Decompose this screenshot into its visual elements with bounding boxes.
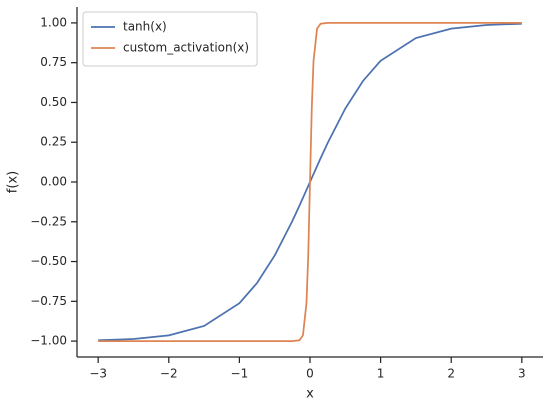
legend: tanh(x) custom_activation(x) <box>82 11 258 67</box>
x-tick-label: 1 <box>377 367 385 381</box>
y-tick-label: 1.00 <box>40 15 67 29</box>
y-tick-label: −1.00 <box>30 334 67 348</box>
y-tick-label: −0.75 <box>30 294 67 308</box>
y-tick-label: 0.75 <box>40 55 67 69</box>
x-tick-label: −2 <box>160 367 178 381</box>
x-tick-label: 0 <box>306 367 314 381</box>
legend-box <box>82 11 258 67</box>
y-tick-label: 0.00 <box>40 175 67 189</box>
legend-label: tanh(x) <box>123 20 167 34</box>
x-tick-label: −1 <box>231 367 249 381</box>
y-tick-label: −0.25 <box>30 214 67 228</box>
x-tick-label: −3 <box>89 367 107 381</box>
series-line <box>98 22 522 342</box>
legend-label: custom_activation(x) <box>123 41 249 55</box>
y-axis-label: f(x) <box>6 171 21 193</box>
y-tick-label: −0.50 <box>30 254 67 268</box>
y-tick-label: 0.50 <box>40 95 67 109</box>
y-tick-label: 0.25 <box>40 135 67 149</box>
x-tick-label: 2 <box>447 367 455 381</box>
x-axis-label: x <box>306 387 314 402</box>
x-tick-label: 3 <box>518 367 526 381</box>
